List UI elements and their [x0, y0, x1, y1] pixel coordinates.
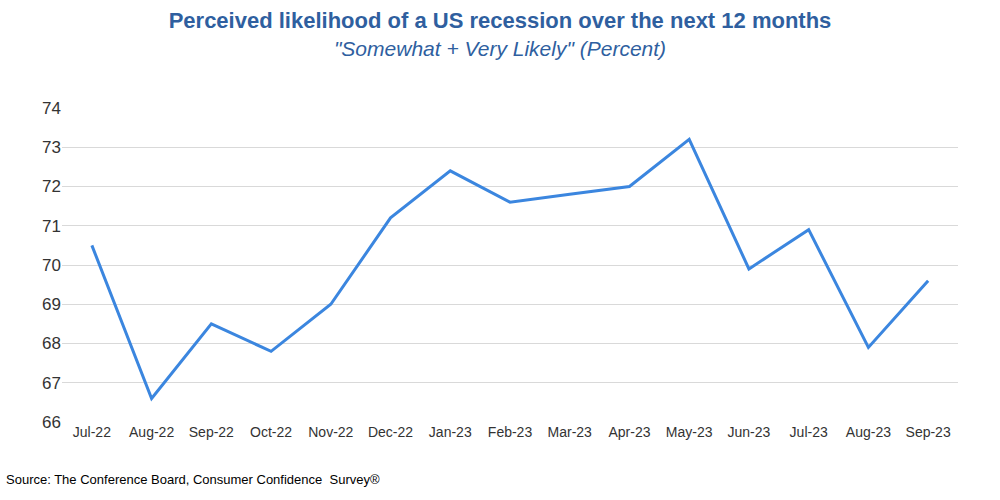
svg-text:72: 72: [42, 177, 61, 196]
svg-text:Mar-23: Mar-23: [548, 424, 593, 440]
svg-text:Jun-23: Jun-23: [728, 424, 771, 440]
svg-text:71: 71: [42, 217, 61, 236]
svg-text:70: 70: [42, 256, 61, 275]
svg-text:Jan-23: Jan-23: [429, 424, 472, 440]
svg-text:Sep-22: Sep-22: [189, 424, 234, 440]
svg-text:68: 68: [42, 334, 61, 353]
svg-text:Aug-23: Aug-23: [846, 424, 891, 440]
svg-text:Perceived likelihood of a US r: Perceived likelihood of a US recession o…: [169, 8, 832, 61]
svg-text:Oct-22: Oct-22: [250, 424, 292, 440]
svg-text:Dec-22: Dec-22: [368, 424, 413, 440]
svg-text:66: 66: [42, 413, 61, 432]
svg-text:67: 67: [42, 374, 61, 393]
svg-text:Aug-22: Aug-22: [129, 424, 174, 440]
svg-text:Source: The Conference Board,: Source: The Conference Board, Consumer C…: [6, 472, 380, 487]
svg-text:Sep-23: Sep-23: [906, 424, 951, 440]
svg-text:69: 69: [42, 295, 61, 314]
svg-text:73: 73: [42, 138, 61, 157]
svg-text:Nov-22: Nov-22: [308, 424, 353, 440]
svg-text:Apr-23: Apr-23: [608, 424, 650, 440]
svg-text:Feb-23: Feb-23: [488, 424, 533, 440]
svg-text:74: 74: [42, 99, 61, 118]
svg-text:Jul-22: Jul-22: [73, 424, 111, 440]
svg-text:Jul-23: Jul-23: [790, 424, 828, 440]
svg-text:May-23: May-23: [666, 424, 713, 440]
